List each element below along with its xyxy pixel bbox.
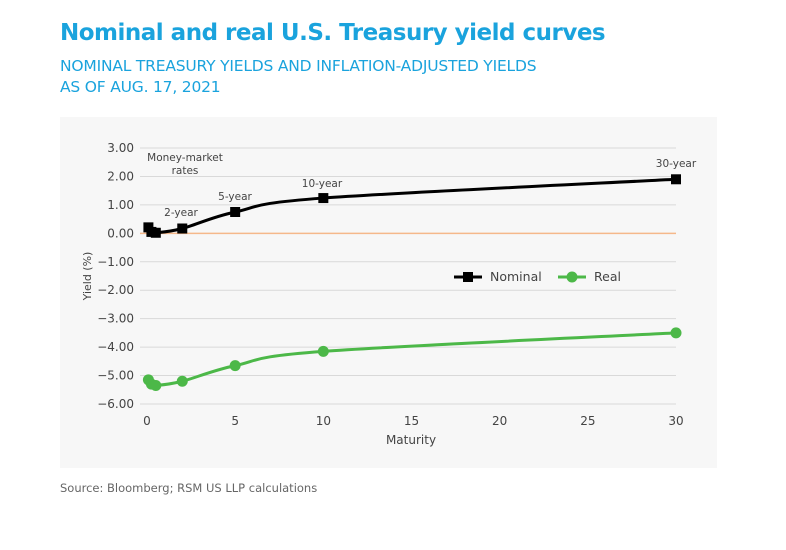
x-tick-label: 10 [316, 414, 331, 428]
annotation-label: rates [172, 165, 199, 177]
x-tick-label: 30 [668, 414, 683, 428]
chart-title: Nominal and real U.S. Treasury yield cur… [60, 20, 606, 46]
series-line-nominal [147, 177, 677, 235]
legend-marker [566, 271, 578, 283]
subtitle-line: AS OF AUG. 17, 2021 [60, 78, 221, 96]
chart-area [60, 117, 717, 468]
annotation-label: 10-year [302, 178, 343, 190]
annotation-label: 30-year [656, 158, 697, 170]
y-tick-label: −1.00 [97, 255, 134, 269]
x-tick-label: 0 [143, 414, 151, 428]
data-point-nominal [177, 223, 188, 234]
data-point-nominal [671, 174, 681, 185]
x-tick-label: 5 [231, 414, 239, 428]
y-tick-label: −5.00 [97, 369, 134, 383]
data-point-real [176, 375, 188, 387]
y-tick-label: 1.00 [107, 198, 134, 212]
subtitle-line: NOMINAL TREASURY YIELDS AND INFLATION-AD… [60, 57, 537, 75]
data-point-real [317, 345, 329, 357]
annotation-label: 2-year [164, 207, 198, 219]
data-point-nominal [150, 227, 161, 238]
x-axis-label: Maturity [386, 433, 436, 447]
y-tick-label: −6.00 [97, 397, 134, 411]
y-tick-label: 2.00 [107, 169, 134, 183]
legend-marker [463, 272, 473, 282]
x-tick-label: 25 [580, 414, 595, 428]
y-tick-label: 3.00 [107, 141, 134, 155]
y-tick-label: −3.00 [97, 312, 134, 326]
data-point-nominal [230, 207, 241, 217]
x-tick-label: 20 [492, 414, 507, 428]
chart-subtitle: NOMINAL TREASURY YIELDS AND INFLATION-AD… [60, 56, 537, 98]
data-point-nominal [318, 193, 329, 204]
legend-label: Nominal [490, 269, 542, 284]
y-axis-label: Yield (%) [81, 252, 94, 302]
data-point-real [150, 380, 162, 392]
annotation-label: Money-market [147, 152, 223, 164]
x-tick-label: 15 [404, 414, 419, 428]
y-tick-label: −4.00 [97, 340, 134, 354]
y-tick-label: 0.00 [107, 226, 134, 240]
data-point-real [670, 327, 682, 339]
legend-label: Real [594, 269, 621, 284]
data-point-real [229, 360, 241, 372]
annotation-label: 5-year [218, 191, 252, 203]
series-line-real [147, 331, 677, 388]
y-tick-label: −2.00 [97, 283, 134, 297]
source-note: Source: Bloomberg; RSM US LLP calculatio… [60, 481, 318, 495]
